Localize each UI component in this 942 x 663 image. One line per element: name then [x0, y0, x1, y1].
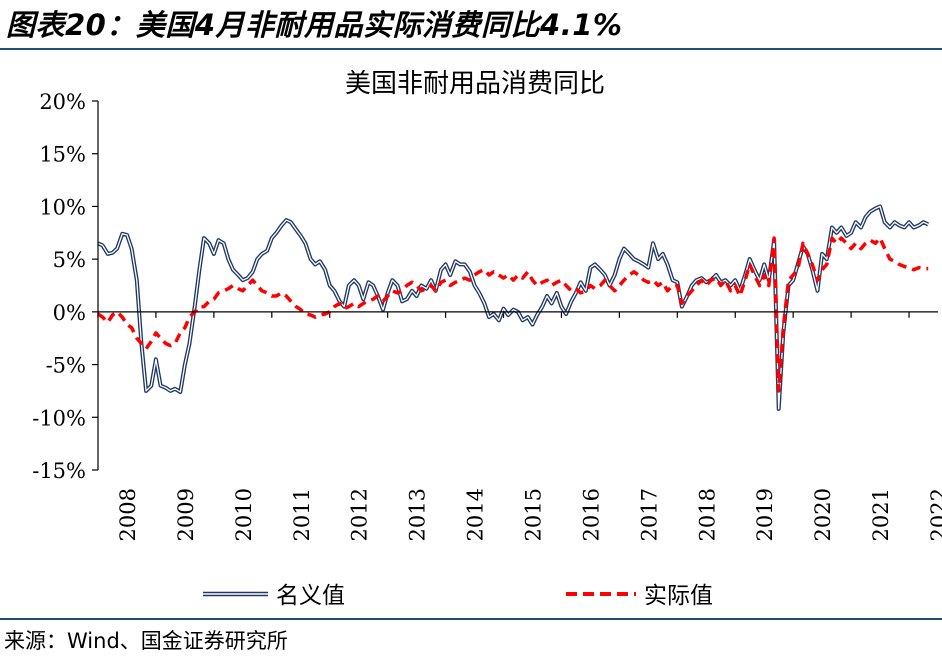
series-line-nominal-inner	[97, 205, 929, 410]
y-tick-label: -5%	[46, 354, 86, 378]
x-tick-labels: 2008 2009 2010 2011 2012 2013 2014 2015 2016 2017…	[116, 488, 942, 541]
y-tick-label: 15%	[39, 143, 86, 167]
x-tick-label: 2021	[869, 488, 893, 541]
y-tick-labels: 20% 15% 10% 5% 0% -5% -10% -15%	[32, 90, 86, 483]
top-rule	[0, 48, 942, 50]
legend-label-nominal: 名义值	[276, 583, 345, 609]
x-tick-label: 2008	[116, 488, 140, 541]
y-tick-label: 20%	[39, 90, 86, 114]
x-ticks	[97, 311, 910, 318]
legend-label-real: 实际值	[644, 583, 713, 609]
y-tick-label: 5%	[53, 248, 86, 272]
x-tick-label: 2014	[464, 488, 488, 541]
y-ticks	[92, 100, 98, 471]
figure-title: 图表20：美国4月非耐用品实际消费同比4.1%	[6, 8, 623, 42]
x-tick-label: 2010	[232, 488, 256, 541]
x-tick-label: 2016	[579, 488, 603, 541]
legend-item-nominal: 名义值	[203, 583, 345, 609]
x-tick-label: 2022	[927, 488, 942, 541]
x-tick-label: 2017	[637, 488, 661, 541]
series-layer	[97, 204, 930, 411]
y-tick-label: -15%	[32, 459, 86, 483]
y-tick-label: 0%	[53, 301, 86, 325]
x-tick-label: 2013	[406, 488, 430, 541]
series-line-real	[97, 236, 929, 393]
x-tick-label: 2011	[290, 488, 314, 541]
series-line-nominal-outer	[97, 204, 930, 411]
x-tick-label: 2018	[695, 488, 719, 541]
y-tick-label: 10%	[39, 195, 86, 219]
x-tick-label: 2012	[348, 488, 372, 541]
legend: 名义值 实际值	[203, 583, 713, 609]
chart-title: 美国非耐用品消费同比	[345, 69, 605, 99]
source-note: 来源：Wind、国金证券研究所	[4, 629, 288, 653]
x-tick-label: 2020	[811, 488, 835, 541]
x-tick-label: 2019	[753, 488, 777, 541]
bottom-rule	[0, 618, 942, 620]
legend-item-real: 实际值	[566, 583, 713, 609]
x-tick-label: 2015	[521, 488, 545, 541]
y-tick-label: -10%	[32, 406, 86, 430]
chart: 美国非耐用品消费同比 20% 15% 10% 5% 0% -5% -10% -15% 2008…	[32, 69, 942, 609]
x-tick-label: 2009	[174, 488, 198, 541]
